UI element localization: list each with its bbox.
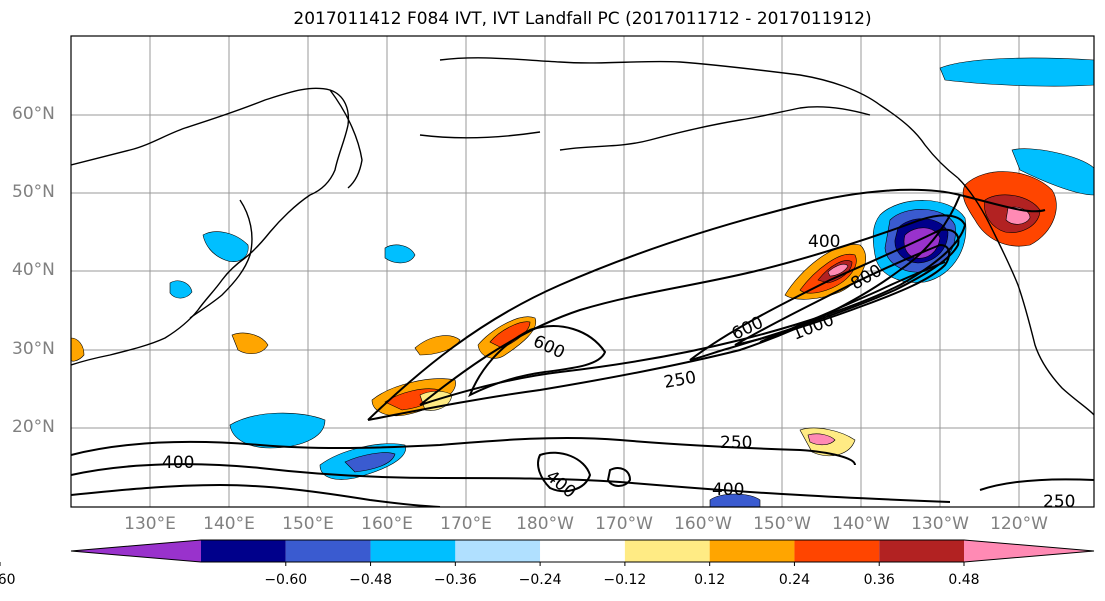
colorbar-tick-label: −0.36 — [433, 572, 477, 588]
colorbar-tick-label: 0.60 — [0, 572, 16, 588]
colorbar-segment — [285, 540, 371, 562]
contour-label: 400 — [162, 453, 194, 473]
contour-label: 400 — [712, 480, 744, 500]
coast-asia — [71, 87, 350, 366]
colorbar-tick-label: −0.24 — [518, 572, 562, 588]
contour-800 — [734, 243, 951, 346]
shade-negative-south — [229, 412, 326, 449]
shade-positive-west-coast — [71, 337, 85, 362]
shade-negative-alaska — [939, 57, 1094, 87]
colorbar — [0, 539, 1095, 566]
contour-label: 1000 — [789, 310, 837, 345]
colorbar-segment — [201, 540, 286, 562]
contour-400-main — [419, 214, 967, 406]
shade-negative-korea — [169, 280, 193, 299]
lat-label: 30°N — [12, 339, 55, 359]
lon-label: 180°W — [516, 514, 574, 534]
lon-label: 170°E — [440, 514, 492, 534]
colorbar-segment — [455, 540, 541, 562]
colorbar-segment — [709, 540, 795, 562]
colorbar-outline — [70, 539, 1095, 563]
contour-label: 600 — [530, 331, 568, 363]
contour-south-250 — [71, 436, 856, 466]
contour-south-sub — [71, 483, 441, 507]
contour-label: 250 — [720, 433, 752, 453]
contour-250-main — [367, 188, 1046, 421]
contour-small-loop — [606, 467, 632, 487]
map-title: 2017011412 F084 IVT, IVT Landfall PC (20… — [293, 9, 872, 29]
map-frame — [70, 35, 1095, 508]
ivt-contours — [71, 188, 1094, 507]
lon-label: 130°W — [911, 514, 969, 534]
lon-label: 140°W — [832, 514, 890, 534]
shade-negative-east — [709, 493, 761, 507]
contour-south-400 — [71, 463, 951, 503]
shade-negative-canada — [1011, 148, 1094, 196]
coast-aleutians — [419, 131, 541, 139]
shade-positive-japan — [231, 332, 269, 354]
contour-sw-loop — [537, 451, 592, 493]
lon-label: 160°E — [361, 514, 413, 534]
shade-positive-mid-peak — [827, 263, 849, 277]
coast-arctic — [439, 57, 959, 179]
shade-negative-japan — [202, 231, 249, 262]
lon-label: 130°E — [124, 514, 176, 534]
colorbar-segment — [794, 540, 880, 562]
coast-japan — [189, 199, 253, 319]
contour-1000 — [759, 261, 946, 343]
lon-label: 140°E — [203, 514, 255, 534]
lon-label: 150°E — [282, 514, 334, 534]
contour-east-250 — [979, 478, 1094, 491]
contour-label: 400 — [542, 467, 580, 503]
coastlines — [71, 57, 1094, 416]
contour-label: 400 — [808, 232, 840, 252]
colorbar-tick-label: −0.12 — [603, 572, 647, 588]
shade-positive-ne-2 — [807, 433, 836, 446]
colorbar-segment — [540, 540, 625, 562]
lat-label: 20°N — [12, 417, 55, 437]
colorbar-tick-label: 0.36 — [863, 572, 895, 588]
lat-label: 50°N — [12, 182, 55, 202]
coast-kamchatka — [329, 89, 363, 189]
lon-label: 160°W — [674, 514, 732, 534]
colorbar-segment — [624, 540, 710, 562]
colorbar-tick-label: 0.48 — [948, 572, 980, 588]
contour-label: 250 — [1043, 492, 1075, 512]
lat-label: 40°N — [12, 260, 55, 280]
colorbar-tick-label: 0.12 — [694, 572, 726, 588]
colorbar-tick-label: −0.48 — [349, 572, 392, 588]
lon-label: 150°W — [753, 514, 811, 534]
lat-label: 60°N — [12, 104, 55, 124]
colorbar-segment — [370, 540, 456, 562]
colorbar-extend-high — [964, 540, 1094, 562]
colorbar-extend-low — [71, 540, 201, 562]
shade-negative-pacific — [384, 244, 416, 264]
map-content: 400 800 600 1000 600 250 250 400 400 400… — [71, 36, 1094, 512]
contour-600-west — [468, 325, 607, 398]
colorbar-segment — [879, 540, 964, 562]
coast-namerica — [957, 177, 1094, 416]
colorbar-tick-label: −0.60 — [264, 572, 308, 588]
colorbar-tick-label: 0.24 — [778, 572, 811, 588]
shade-positive-west — [414, 335, 461, 356]
lon-label: 170°W — [595, 514, 653, 534]
coast-alaska — [559, 106, 871, 151]
lon-label: 120°W — [990, 514, 1048, 534]
shade-positive-coast-peak — [1005, 206, 1031, 225]
contour-label: 250 — [662, 368, 697, 393]
pc-shading — [71, 57, 1094, 507]
shade-negative-south-3 — [344, 452, 396, 473]
